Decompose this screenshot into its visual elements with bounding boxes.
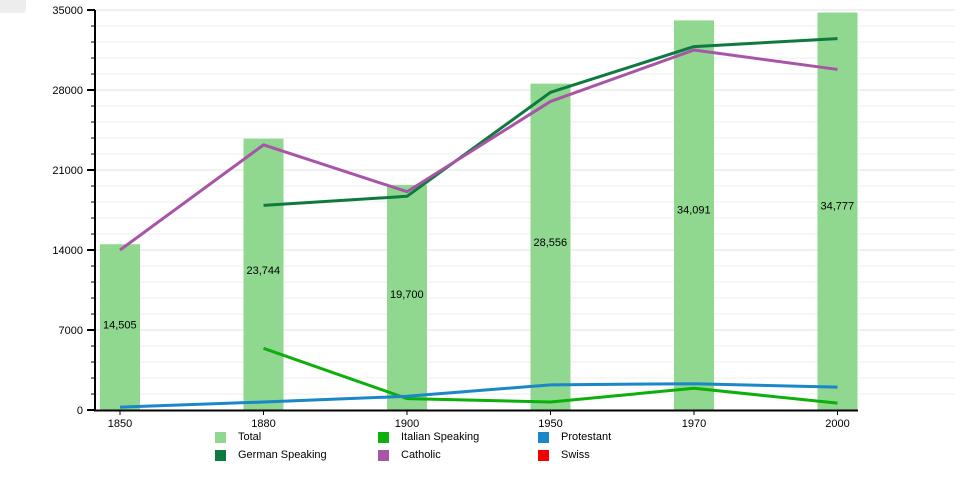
total-bar [530, 83, 571, 410]
legend-swatch-icon [378, 449, 389, 461]
series-line-catholic [119, 48, 838, 252]
x-tick-label: 1900 [395, 418, 419, 430]
legend-column: Protestant Swiss [538, 428, 611, 464]
y-tick-label: 7000 [59, 325, 83, 337]
legend-item-german-speaking: German Speaking [215, 446, 327, 464]
x-tick-label: 1950 [538, 418, 562, 430]
legend-label: Total [238, 431, 262, 443]
y-tick-label: 28000 [52, 85, 83, 97]
total-bar [387, 184, 427, 410]
y-tick-label: 0 [77, 405, 83, 417]
series-line-protestant [119, 382, 838, 409]
total-bar [674, 20, 714, 410]
x-tick-label: 2000 [825, 418, 849, 430]
legend-swatch-icon [538, 431, 549, 443]
legend-label: Protestant [561, 431, 612, 443]
legend-item-total: Total [215, 428, 327, 446]
legend-swatch-icon [538, 449, 549, 461]
legend-label: Catholic [401, 449, 441, 461]
legend-label: Italian Speaking [401, 431, 480, 443]
bar-value-label: 28,556 [534, 237, 568, 249]
corner-artifact [0, 0, 26, 13]
legend-label: Swiss [561, 449, 590, 461]
legend-item-italian-speaking: Italian Speaking [378, 428, 479, 446]
legend-item-swiss: Swiss [538, 446, 611, 464]
legend-item-catholic: Catholic [378, 446, 479, 464]
x-tick-label: 1880 [251, 418, 275, 430]
total-bar [817, 12, 858, 410]
x-tick-label: 1850 [108, 418, 132, 430]
legend: Total German Speaking Italian Speaking Cath… [0, 428, 960, 472]
bar-value-label: 34,777 [821, 200, 855, 212]
y-tick-label: 14000 [52, 245, 83, 257]
y-tick-label: 21000 [52, 165, 83, 177]
bar-value-label: 34,091 [677, 204, 711, 216]
total-bar [243, 138, 284, 410]
legend-swatch-icon [378, 431, 389, 443]
x-tick-label: 1970 [682, 418, 706, 430]
bar-value-label: 19,700 [390, 289, 424, 301]
bar-value-label: 14,505 [103, 320, 137, 332]
bar-value-label: 23,744 [247, 265, 281, 277]
legend-label: German Speaking [238, 449, 327, 461]
series-line-german-speaking [263, 37, 838, 207]
legend-swatch-icon [215, 449, 226, 461]
legend-column: Total German Speaking [215, 428, 327, 464]
series-line-italian-speaking [263, 346, 838, 405]
total-bar [100, 244, 140, 410]
y-tick-label: 35000 [52, 5, 83, 17]
legend-swatch-icon [215, 431, 226, 443]
legend-item-protestant: Protestant [538, 428, 611, 446]
legend-column: Italian Speaking Catholic [378, 428, 479, 464]
